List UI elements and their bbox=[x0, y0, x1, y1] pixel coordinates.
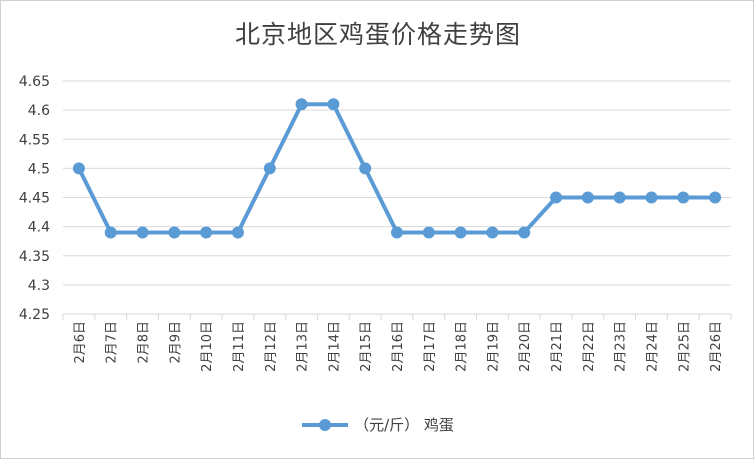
legend-line-marker-icon bbox=[302, 418, 349, 432]
x-tick-label: 2月8日 bbox=[137, 321, 152, 364]
x-tick-label: 2月11日 bbox=[232, 321, 247, 372]
data-point bbox=[709, 191, 722, 204]
data-point bbox=[200, 226, 213, 239]
x-tick-label: 2月16日 bbox=[391, 321, 406, 372]
x-tick-label: 2月25日 bbox=[677, 321, 692, 372]
data-point bbox=[136, 226, 149, 239]
x-tick-label: 2月6日 bbox=[73, 321, 88, 364]
data-point bbox=[295, 98, 308, 111]
data-point bbox=[263, 162, 276, 175]
y-tick-label: 4.65 bbox=[19, 74, 50, 90]
x-tick-label: 2月23日 bbox=[614, 321, 629, 372]
chart-title: 北京地区鸡蛋价格走势图 bbox=[234, 20, 521, 49]
x-tick-label: 2月21日 bbox=[550, 321, 565, 372]
data-point bbox=[677, 191, 690, 204]
x-tick-label: 2月17日 bbox=[423, 321, 438, 372]
data-point bbox=[391, 226, 403, 239]
y-tick-label: 4.5 bbox=[28, 161, 50, 177]
data-point bbox=[486, 226, 499, 239]
x-tick-label: 2月19日 bbox=[486, 321, 501, 372]
x-tick-label: 2月15日 bbox=[359, 321, 374, 372]
data-point bbox=[231, 226, 244, 239]
x-tick-label: 2月18日 bbox=[455, 321, 470, 372]
data-point bbox=[359, 162, 372, 175]
data-point bbox=[550, 191, 563, 204]
x-tick-label: 2月24日 bbox=[645, 321, 660, 372]
x-tick-label: 2月26日 bbox=[709, 321, 724, 372]
data-point bbox=[72, 162, 85, 175]
x-tick-label: 2月13日 bbox=[296, 321, 311, 372]
x-tick-label: 2月20日 bbox=[518, 321, 533, 372]
y-tick-label: 4.35 bbox=[19, 249, 50, 265]
data-point bbox=[645, 191, 658, 204]
data-point bbox=[518, 226, 531, 239]
x-tick-label: 2月22日 bbox=[582, 321, 597, 372]
x-tick-label: 2月10日 bbox=[200, 321, 215, 372]
y-tick-label: 4.6 bbox=[28, 103, 50, 119]
y-tick-label: 4.45 bbox=[19, 191, 50, 207]
y-tick-label: 4.4 bbox=[28, 220, 50, 236]
x-tick-label: 2月7日 bbox=[105, 321, 120, 364]
data-point bbox=[581, 191, 594, 204]
data-point bbox=[422, 226, 435, 239]
data-point bbox=[454, 226, 467, 239]
x-tick-label: 2月9日 bbox=[168, 321, 183, 364]
y-tick-label: 4.3 bbox=[28, 278, 50, 294]
data-point bbox=[168, 226, 181, 239]
y-tick-label: 4.25 bbox=[19, 307, 50, 323]
data-point bbox=[613, 191, 626, 204]
legend-label: （元/斤） 鸡蛋 bbox=[354, 416, 454, 434]
y-tick-label: 4.55 bbox=[19, 132, 50, 148]
legend: （元/斤） 鸡蛋 bbox=[1, 414, 753, 435]
data-point bbox=[327, 98, 340, 111]
data-point bbox=[104, 226, 117, 239]
x-tick-label: 2月12日 bbox=[264, 321, 279, 372]
x-tick-label: 2月14日 bbox=[327, 321, 342, 372]
